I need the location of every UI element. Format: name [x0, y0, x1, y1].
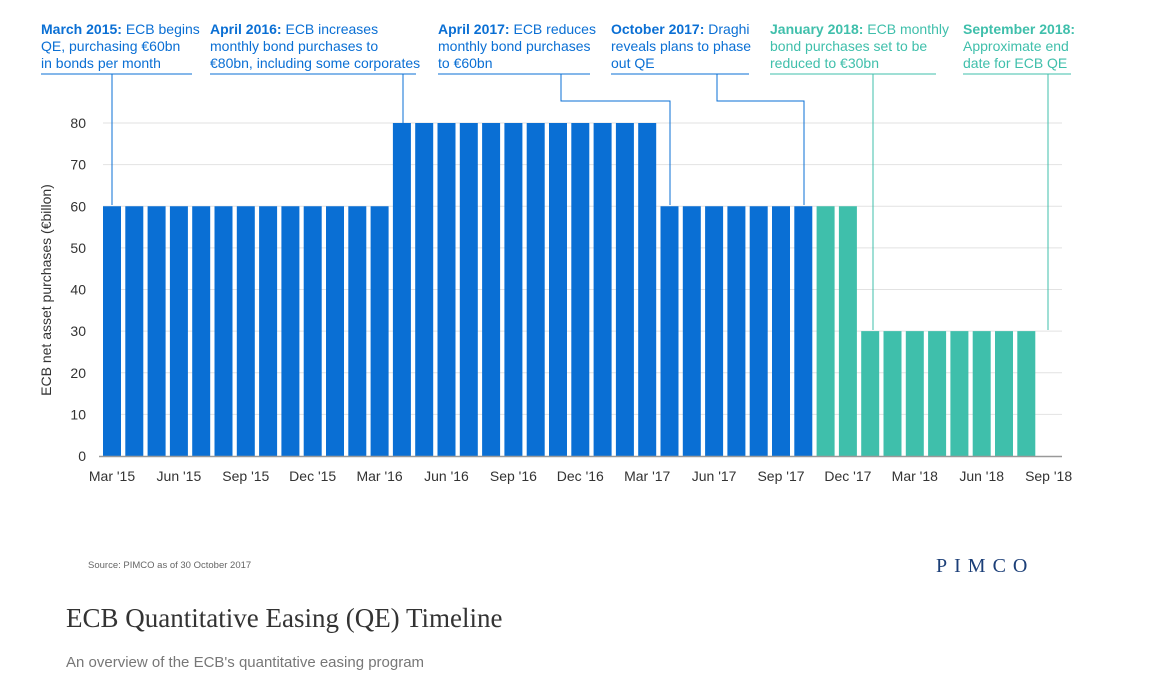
annotation-text: April 2017: ECB reduces [438, 21, 596, 37]
bar [928, 331, 947, 456]
bar [281, 206, 300, 456]
annotation-text: March 2015: ECB begins [41, 21, 200, 37]
bar [147, 206, 166, 456]
bar [861, 331, 880, 456]
bar [392, 123, 411, 456]
bar [905, 331, 924, 456]
x-tick-label: Dec '16 [557, 468, 604, 484]
annotation-text: in bonds per month [41, 55, 161, 71]
x-tick-label: Mar '15 [89, 468, 135, 484]
x-tick-label: Dec '17 [824, 468, 871, 484]
annotation-text: reveals plans to phase [611, 38, 751, 54]
x-tick-label: Dec '15 [289, 468, 336, 484]
y-tick-label: 20 [70, 365, 86, 381]
bar [192, 206, 211, 456]
annotation-text: bond purchases set to be [770, 38, 927, 54]
bar [571, 123, 590, 456]
source-note: Source: PIMCO as of 30 October 2017 [88, 560, 252, 571]
annotation-leader-line [560, 74, 671, 205]
y-tick-label: 10 [70, 406, 86, 422]
bar [125, 206, 144, 456]
annotation-text: September 2018: [963, 21, 1075, 37]
annotation-text: Approximate end [963, 38, 1069, 54]
x-tick-label: Sep '15 [222, 468, 269, 484]
bar [214, 206, 233, 456]
bar [526, 123, 545, 456]
annotation-text: to €60bn [438, 55, 493, 71]
bar [303, 206, 322, 456]
chart-area: 0 10 20 30 40 50 60 70 80 ECB net asset purchases… [38, 21, 1075, 484]
annotation-text: monthly bond purchases [438, 38, 591, 54]
bar [236, 206, 255, 456]
annotation-text: January 2018: ECB monthly [770, 21, 949, 37]
annotation-text: out QE [611, 55, 655, 71]
x-tick-label: Mar '16 [356, 468, 402, 484]
bar [103, 206, 121, 456]
annotation-text: QE, purchasing €60bn [41, 38, 180, 54]
y-tick-label: 60 [70, 198, 86, 214]
annotation-text: October 2017: Draghi [611, 21, 750, 37]
x-tick-label: Jun '18 [959, 468, 1004, 484]
x-tick-label: Sep '18 [1025, 468, 1072, 484]
y-tick-label: 40 [70, 282, 86, 298]
bar [326, 206, 344, 456]
y-tick-label: 70 [70, 157, 86, 173]
bar [794, 206, 813, 456]
bar [169, 206, 188, 456]
annotation-text: reduced to €30bn [770, 55, 879, 71]
bar [705, 206, 724, 456]
page-title: ECB Quantitative Easing (QE) Timeline [66, 603, 503, 633]
y-axis-label: ECB net asset purchases (€billon) [38, 184, 54, 396]
bar [482, 123, 501, 456]
y-tick-label: 0 [78, 448, 86, 464]
bar [727, 206, 746, 456]
bar [504, 123, 523, 456]
bar [749, 206, 768, 456]
x-tick-label: Mar '18 [892, 468, 938, 484]
x-tick-label: Jun '16 [424, 468, 469, 484]
page-subtitle: An overview of the ECB's quantitative ea… [66, 654, 425, 671]
bar [549, 123, 567, 456]
annotation-text: €80bn, including some corporates [210, 55, 420, 71]
bar [638, 123, 657, 456]
bar [772, 206, 790, 456]
x-tick-label: Mar '17 [624, 468, 670, 484]
bar [883, 331, 902, 456]
x-tick-label: Sep '17 [757, 468, 804, 484]
bar [972, 331, 991, 456]
annotation-text: monthly bond purchases to [210, 38, 378, 54]
bar [259, 206, 278, 456]
bar [437, 123, 456, 456]
bar [950, 331, 969, 456]
y-tick-label: 80 [70, 115, 86, 131]
y-tick-label: 50 [70, 240, 86, 256]
x-tick-label: Jun '15 [157, 468, 202, 484]
bar [370, 206, 389, 456]
x-tick-label: Sep '16 [490, 468, 537, 484]
bar [660, 206, 679, 456]
y-tick-label: 30 [70, 323, 86, 339]
annotation-leader-line [716, 74, 805, 205]
bar [459, 123, 478, 456]
annotation-text: date for ECB QE [963, 55, 1067, 71]
bar [348, 206, 367, 456]
bar [1017, 331, 1036, 456]
bar [682, 206, 701, 456]
bar [838, 206, 857, 456]
bar [995, 331, 1013, 456]
annotation-text: April 2016: ECB increases [210, 21, 378, 37]
bar [615, 123, 634, 456]
pimco-logo: PIMCO [936, 555, 1035, 577]
bar [415, 123, 434, 456]
x-tick-label: Jun '17 [692, 468, 737, 484]
chart-svg: 0 10 20 30 40 50 60 70 80 ECB net asset purchases… [38, 21, 1075, 484]
bar [593, 123, 612, 456]
bar [816, 206, 835, 456]
